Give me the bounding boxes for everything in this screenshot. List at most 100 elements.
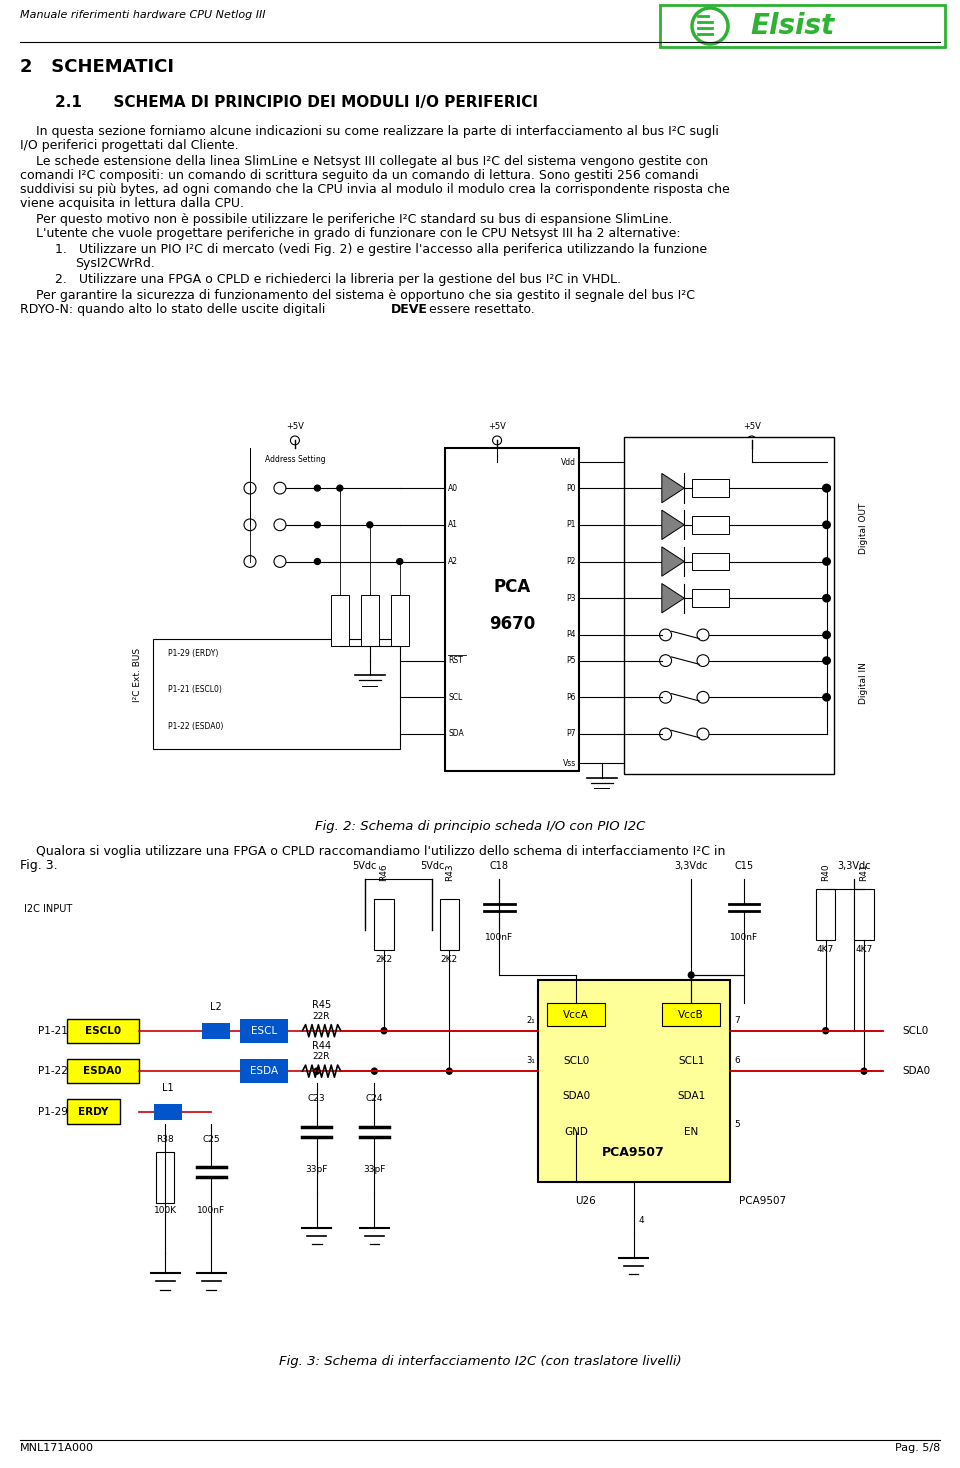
Text: A2: A2	[448, 556, 459, 567]
Text: C15: C15	[734, 860, 754, 871]
Text: ESDA: ESDA	[250, 1066, 278, 1076]
Bar	[67, 1058, 139, 1083]
Bar	[67, 1019, 139, 1042]
Circle shape	[396, 558, 403, 564]
Circle shape	[381, 1028, 387, 1033]
Text: Elsist: Elsist	[750, 12, 834, 40]
Text: SCL0: SCL0	[563, 1055, 589, 1066]
Circle shape	[314, 521, 321, 528]
Text: 7: 7	[734, 1016, 740, 1025]
Text: P3: P3	[566, 593, 576, 603]
Text: R40: R40	[821, 863, 830, 881]
Text: DEVE: DEVE	[391, 302, 428, 316]
Bar	[153, 639, 399, 749]
Circle shape	[823, 631, 830, 639]
Text: 2.   Utilizzare una FPGA o CPLD e richiederci la libreria per la gestione del bu: 2. Utilizzare una FPGA o CPLD e richiede…	[55, 273, 621, 286]
Text: I²C Ext. BUS: I²C Ext. BUS	[133, 649, 142, 702]
Text: 3,3Vdc: 3,3Vdc	[838, 860, 871, 871]
Circle shape	[823, 521, 830, 528]
Bar	[538, 981, 730, 1182]
Bar	[240, 1058, 288, 1083]
Bar	[692, 479, 730, 496]
Circle shape	[367, 521, 372, 528]
Text: comandi I²C compositi: un comando di scrittura seguito da un comando di lettura.: comandi I²C compositi: un comando di scr…	[20, 169, 699, 182]
Bar	[374, 900, 394, 950]
Text: P1: P1	[566, 520, 576, 530]
Bar	[662, 1004, 720, 1026]
Text: R44: R44	[312, 1041, 331, 1051]
Circle shape	[372, 1069, 377, 1075]
Text: 1.   Utilizzare un PIO I²C di mercato (vedi Fig. 2) e gestire l'accesso alla per: 1. Utilizzare un PIO I²C di mercato (ved…	[55, 244, 708, 255]
Text: Pag. 5/8: Pag. 5/8	[895, 1443, 940, 1453]
Text: Fig. 3: Schema di interfacciamento I2C (con traslatore livelli): Fig. 3: Schema di interfacciamento I2C (…	[278, 1355, 682, 1368]
Text: L'utente che vuole progettare periferiche in grado di funzionare con le CPU Nets: L'utente che vuole progettare periferich…	[20, 228, 681, 239]
Circle shape	[314, 1069, 320, 1075]
Polygon shape	[661, 509, 684, 539]
Bar	[154, 1104, 182, 1120]
Text: P2: P2	[566, 556, 576, 567]
Text: Manuale riferimenti hardware CPU Netlog III: Manuale riferimenti hardware CPU Netlog …	[20, 10, 266, 21]
Bar	[816, 890, 835, 940]
Text: Fig. 3.: Fig. 3.	[20, 859, 58, 872]
Text: 6: 6	[734, 1055, 740, 1066]
Circle shape	[823, 558, 830, 565]
Text: 5Vdc: 5Vdc	[352, 860, 377, 871]
Polygon shape	[661, 546, 684, 575]
Bar	[67, 1100, 120, 1123]
Text: +5V: +5V	[488, 421, 506, 432]
Text: 3,3Vdc: 3,3Vdc	[675, 860, 708, 871]
Bar	[692, 552, 730, 570]
Bar	[444, 448, 580, 771]
Text: P1-29: P1-29	[38, 1107, 68, 1117]
Text: 3₁: 3₁	[526, 1055, 535, 1066]
Text: Per garantire la sicurezza di funzionamento del sistema è opportuno che sia gest: Per garantire la sicurezza di funzioname…	[20, 289, 695, 302]
Text: 22R: 22R	[313, 1053, 330, 1061]
Text: SCL1: SCL1	[678, 1055, 705, 1066]
Text: SDA0: SDA0	[902, 1066, 930, 1076]
Text: PCA: PCA	[493, 578, 531, 596]
Text: Per questo motivo non è possibile utilizzare le periferiche I²C standard su bus : Per questo motivo non è possibile utiliz…	[20, 213, 672, 226]
Text: +5V: +5V	[743, 421, 760, 432]
Text: C18: C18	[490, 860, 509, 871]
Text: 100nF: 100nF	[197, 1205, 226, 1214]
Text: L1: L1	[162, 1083, 174, 1094]
Text: Address Setting: Address Setting	[265, 455, 325, 464]
Text: P0: P0	[566, 483, 576, 493]
Text: suddivisi su più bytes, ad ogni comando che la CPU invia al modulo il modulo cre: suddivisi su più bytes, ad ogni comando …	[20, 184, 730, 197]
Text: In questa sezione forniamo alcune indicazioni su come realizzare la parte di int: In questa sezione forniamo alcune indica…	[20, 125, 719, 138]
Text: R41: R41	[859, 863, 869, 881]
Text: R46: R46	[379, 863, 389, 881]
Text: 33pF: 33pF	[305, 1166, 328, 1174]
Bar	[391, 595, 409, 646]
Text: 2   SCHEMATICI: 2 SCHEMATICI	[20, 59, 174, 76]
Text: 5: 5	[734, 1120, 740, 1129]
Text: SDA0: SDA0	[562, 1091, 590, 1101]
Text: P4: P4	[566, 630, 576, 640]
Text: 100nF: 100nF	[730, 932, 758, 941]
Text: SDA: SDA	[448, 730, 465, 738]
Text: 2.1      SCHEMA DI PRINCIPIO DEI MODULI I/O PERIFERICI: 2.1 SCHEMA DI PRINCIPIO DEI MODULI I/O P…	[55, 95, 538, 110]
Circle shape	[823, 484, 830, 492]
Text: Fig. 2: Schema di principio scheda I/O con PIO I2C: Fig. 2: Schema di principio scheda I/O c…	[315, 821, 645, 832]
Text: 5Vdc: 5Vdc	[420, 860, 444, 871]
Text: Digital OUT: Digital OUT	[859, 504, 869, 553]
Text: 9670: 9670	[489, 615, 535, 633]
Text: GND: GND	[564, 1127, 588, 1136]
Text: 2K2: 2K2	[375, 954, 393, 964]
Text: P6: P6	[566, 693, 576, 702]
Bar	[547, 1004, 605, 1026]
Bar	[624, 436, 834, 775]
Text: Vdd: Vdd	[561, 458, 576, 467]
Circle shape	[446, 1069, 452, 1075]
Text: I/O periferici progettati dal Cliente.: I/O periferici progettati dal Cliente.	[20, 139, 239, 153]
Text: A0: A0	[448, 483, 459, 493]
Polygon shape	[661, 473, 684, 502]
Bar	[692, 517, 730, 533]
Text: P5: P5	[566, 656, 576, 665]
Text: 33pF: 33pF	[363, 1166, 386, 1174]
Text: 100nF: 100nF	[485, 932, 514, 941]
Text: Vss: Vss	[563, 759, 576, 768]
Text: P1-22: P1-22	[38, 1066, 68, 1076]
Text: C23: C23	[308, 1095, 325, 1104]
Text: PCA9507: PCA9507	[602, 1145, 665, 1158]
